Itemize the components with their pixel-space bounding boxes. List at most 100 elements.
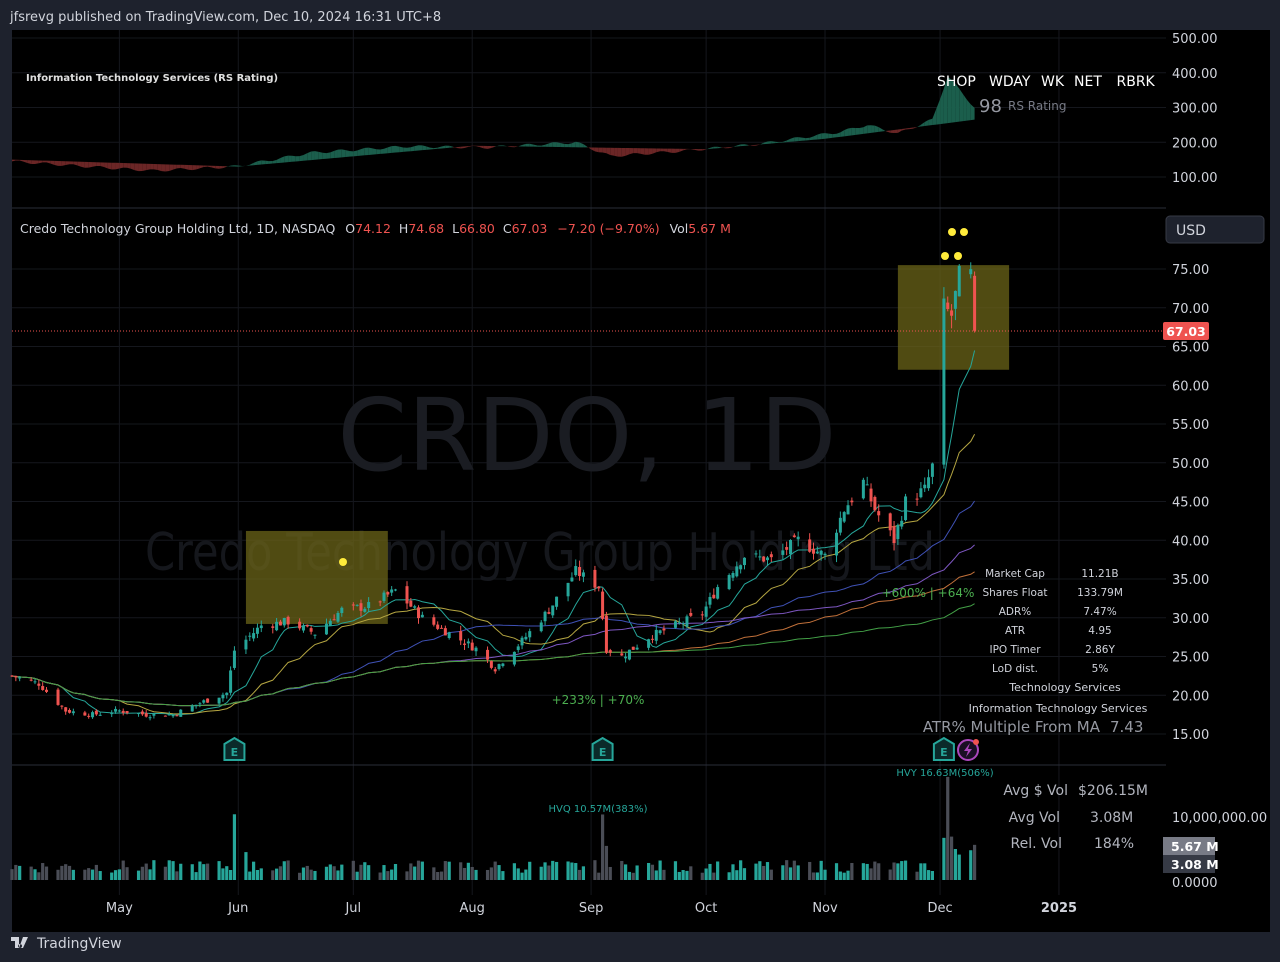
candle-body <box>647 639 651 648</box>
signal-dot <box>339 558 347 566</box>
ohlc-legend[interactable]: Credo Technology Group Holding Ltd, 1D, … <box>20 221 731 236</box>
candle-body <box>846 505 850 515</box>
earnings-icon[interactable] <box>932 736 955 761</box>
volume-bar <box>600 814 605 880</box>
rs-area <box>821 133 826 140</box>
rs-area <box>69 161 74 165</box>
rs-area <box>464 146 469 148</box>
rs-area <box>449 145 454 148</box>
candle-body <box>56 689 60 705</box>
rs-area <box>111 162 116 170</box>
candle-body <box>873 496 877 511</box>
candle-body <box>301 625 305 631</box>
candle-body <box>340 607 344 614</box>
volume-bar <box>41 863 45 880</box>
earnings-icon[interactable] <box>591 736 614 761</box>
candle-body <box>716 587 720 599</box>
volume-bar <box>865 863 869 880</box>
candle-body <box>812 548 816 554</box>
volume-bar <box>94 864 98 880</box>
candle-body <box>432 617 436 625</box>
candle-body <box>566 582 570 597</box>
volume-bar <box>497 865 501 880</box>
rs-area <box>940 88 944 125</box>
candle-body <box>83 712 87 716</box>
stat-value: 4.95 <box>1088 625 1111 637</box>
rs-area <box>575 141 580 148</box>
candle-body <box>217 697 221 704</box>
rs-area <box>786 138 791 143</box>
last-price: 67.03 <box>1166 324 1206 339</box>
lightning-icon[interactable] <box>957 739 979 761</box>
candle-body <box>390 589 394 593</box>
rs-area <box>276 158 281 164</box>
rs-area <box>878 127 883 132</box>
volume-bar <box>275 868 279 880</box>
rs-area <box>138 163 143 172</box>
candle-body <box>190 705 194 712</box>
rs-area <box>629 148 634 155</box>
candle-body <box>447 632 451 639</box>
volume-bar <box>892 862 896 880</box>
candle-body <box>631 646 635 650</box>
volume-bar <box>359 864 363 880</box>
candle-body <box>597 586 601 589</box>
candle-body <box>739 565 743 570</box>
stat-label: LoD dist. <box>992 663 1038 675</box>
volume-bar <box>731 864 735 880</box>
rs-area <box>238 165 243 167</box>
rs-area <box>196 165 200 170</box>
volume-bar <box>704 868 708 880</box>
candle-body <box>624 656 628 659</box>
rs-area <box>460 146 465 149</box>
rs-area <box>119 162 124 169</box>
rs-area <box>947 76 952 124</box>
rs-axis-ticks: 500.00 400.00 300.00 200.00 100.00 <box>1172 32 1218 186</box>
legend-h-label: H <box>399 221 408 236</box>
volume-bar <box>873 861 877 880</box>
chart-canvas[interactable] <box>12 30 1166 932</box>
rs-area <box>667 148 672 153</box>
volume-bar <box>815 872 819 880</box>
candle-body <box>900 520 904 527</box>
price-tick: 45.00 <box>1172 496 1209 511</box>
candle-body <box>578 567 582 577</box>
highlight-box <box>897 265 1010 370</box>
tradingview-logo[interactable]: TradingView <box>11 936 122 952</box>
earnings-icon[interactable] <box>223 736 246 761</box>
candle-body <box>673 621 677 628</box>
price-axis[interactable] <box>1166 30 1270 932</box>
volume-bar <box>386 871 390 880</box>
rs-area <box>499 145 503 147</box>
rs-area <box>127 163 131 169</box>
rs-area <box>552 142 557 147</box>
legend-volume: 5.67 M <box>688 221 731 236</box>
rs-area <box>219 165 223 169</box>
rs-area <box>92 162 97 167</box>
rs-area <box>407 147 411 152</box>
rs-area <box>863 125 868 134</box>
candle-body <box>305 624 309 627</box>
rs-area <box>391 145 396 153</box>
candle-body <box>677 622 681 624</box>
currency-button[interactable]: USD <box>1165 215 1265 244</box>
volume-bar <box>355 871 359 880</box>
candle-body <box>121 710 125 713</box>
rs-area <box>123 163 128 168</box>
rs-area <box>142 163 147 172</box>
rs-area <box>222 166 227 169</box>
candle-body <box>41 686 45 690</box>
avg-dollar-vol-label: Avg $ Vol <box>1003 783 1068 799</box>
rs-area <box>932 108 937 126</box>
volume-bar <box>673 861 678 880</box>
volume-bar <box>298 872 302 880</box>
time-axis[interactable]: May Jun Jul Aug Sep Oct Nov Dec 2025 <box>106 901 1077 916</box>
rs-area <box>656 148 661 153</box>
rs-area <box>169 164 174 171</box>
volume-bar <box>727 872 731 880</box>
volume-bar <box>363 862 367 880</box>
volume-bar <box>447 861 451 880</box>
rs-area <box>602 147 607 154</box>
volume-bar <box>635 865 639 880</box>
